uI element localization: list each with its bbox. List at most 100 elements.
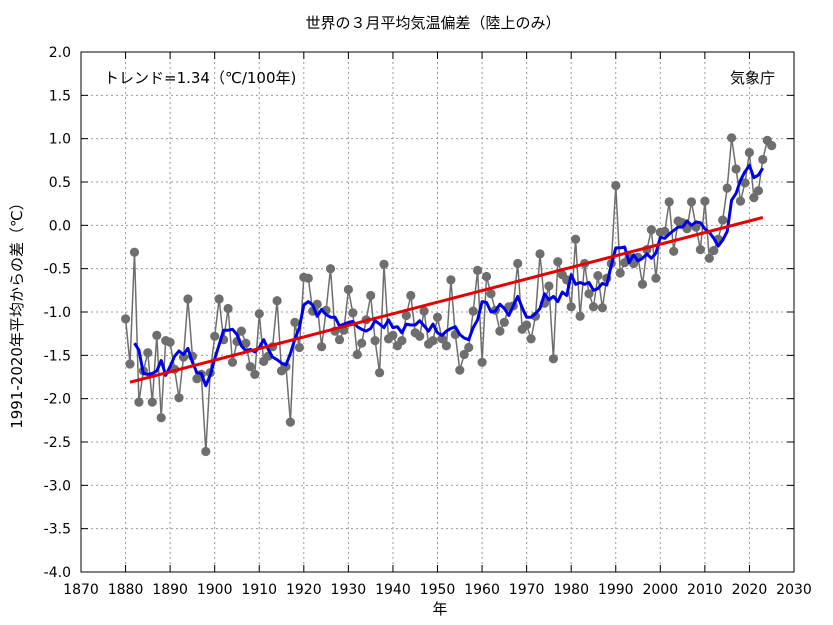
annual-point <box>718 215 728 225</box>
annual-point <box>183 294 193 304</box>
annual-point <box>566 302 576 312</box>
gridlines <box>81 52 794 572</box>
chart-title: 世界の３月平均気温偏差（陸上のみ） <box>305 14 560 32</box>
y-tick-label: 0.5 <box>49 175 71 191</box>
x-tick-label: 1890 <box>152 582 188 598</box>
y-tick-label: 1.0 <box>49 132 71 148</box>
x-tick-label: 2000 <box>642 582 678 598</box>
annual-point <box>513 258 523 269</box>
annual-point <box>357 338 367 348</box>
annual-point <box>499 317 509 327</box>
annual-point <box>464 342 474 353</box>
annual-point <box>201 446 211 457</box>
x-tick-label: 1910 <box>241 582 277 598</box>
x-axis-label: 年 <box>432 600 447 618</box>
annual-point <box>334 335 345 345</box>
x-tick-label: 1920 <box>286 582 322 598</box>
annual-point <box>727 133 737 143</box>
annual-point <box>401 310 411 321</box>
y-tick-label: -1.5 <box>44 348 71 364</box>
annual-point <box>722 183 732 193</box>
annual-point <box>597 303 608 313</box>
annual-point <box>486 289 496 299</box>
annual-point <box>553 257 563 267</box>
annual-point <box>156 413 166 423</box>
y-axis-label: 1991-2020年平均からの差（℃） <box>8 195 26 429</box>
annual-point <box>441 341 451 351</box>
annual-point <box>272 296 282 306</box>
y-tick-label: 1.5 <box>49 88 71 104</box>
annual-point <box>437 334 447 344</box>
annual-point <box>744 147 755 158</box>
annual-point <box>245 362 255 372</box>
annual-point <box>223 303 233 314</box>
annual-point <box>695 245 706 255</box>
y-tick-label: -0.5 <box>44 262 71 278</box>
annual-point <box>459 349 469 360</box>
annual-point <box>669 246 679 256</box>
annual-point <box>214 294 224 304</box>
annual-point <box>637 279 648 289</box>
annual-point <box>753 186 764 196</box>
annual-point <box>477 357 487 367</box>
annual-point <box>134 397 144 407</box>
annual-point <box>481 271 492 282</box>
annual-point <box>664 197 674 207</box>
x-tick-label: 2020 <box>732 582 768 598</box>
y-tick-label: -2.5 <box>44 435 71 451</box>
annual-series-line <box>124 137 773 452</box>
annual-point <box>749 193 759 203</box>
x-axis: 1870 1880 1890 1900 1910 1920 1930 1940 1950 1960… <box>63 52 812 598</box>
annual-point <box>588 302 599 312</box>
annual-point <box>343 284 353 295</box>
annual-point <box>571 234 581 244</box>
annual-point <box>432 312 443 322</box>
annual-point <box>575 311 585 321</box>
annual-point <box>375 368 385 378</box>
annual-point <box>325 264 336 274</box>
annual-point <box>370 336 380 346</box>
annual-point <box>210 331 220 341</box>
y-axis: 2.0 1.5 1.0 0.5 0.0 -0.5 -1.0 -1.5 -2.0 -2.5 -3.0 -… <box>44 45 794 581</box>
series-group <box>121 133 777 457</box>
annual-point <box>428 336 438 346</box>
annual-point <box>379 259 389 269</box>
x-tick-label: 1970 <box>509 582 545 598</box>
annual-point <box>285 417 295 427</box>
annual-point <box>651 273 661 283</box>
x-tick-label: 1980 <box>553 582 589 598</box>
annual-point <box>147 397 157 407</box>
y-tick-label: -3.0 <box>44 478 71 494</box>
x-tick-label: 1880 <box>108 582 144 598</box>
annual-point <box>143 348 153 358</box>
source-annotation: 気象庁 <box>730 69 775 87</box>
annual-point <box>544 281 554 291</box>
y-tick-label: -3.5 <box>44 522 71 538</box>
annual-point <box>236 326 246 336</box>
x-tick-label: 1940 <box>375 582 411 598</box>
annual-point <box>125 359 135 369</box>
annual-point <box>366 290 376 301</box>
annual-point <box>294 342 304 353</box>
annual-point <box>348 308 358 318</box>
annual-point <box>660 226 670 236</box>
annual-point <box>526 334 536 344</box>
annual-point <box>152 330 162 340</box>
annual-point <box>700 196 710 206</box>
annual-point <box>704 253 714 263</box>
annual-point <box>406 290 416 301</box>
x-tick-label: 1950 <box>420 582 456 598</box>
x-tick-label: 1990 <box>598 582 634 598</box>
annual-point <box>646 225 657 235</box>
x-tick-label: 1930 <box>331 582 367 598</box>
annual-point <box>254 309 264 319</box>
annual-point <box>250 369 260 379</box>
annual-point <box>731 164 741 174</box>
trend-annotation: トレンド=1.34（℃/100年) <box>104 69 296 87</box>
annual-point <box>397 336 407 346</box>
x-tick-label: 1870 <box>63 582 99 598</box>
annual-point <box>165 337 175 347</box>
annual-point <box>709 245 719 256</box>
y-tick-label: -4.0 <box>44 565 71 581</box>
